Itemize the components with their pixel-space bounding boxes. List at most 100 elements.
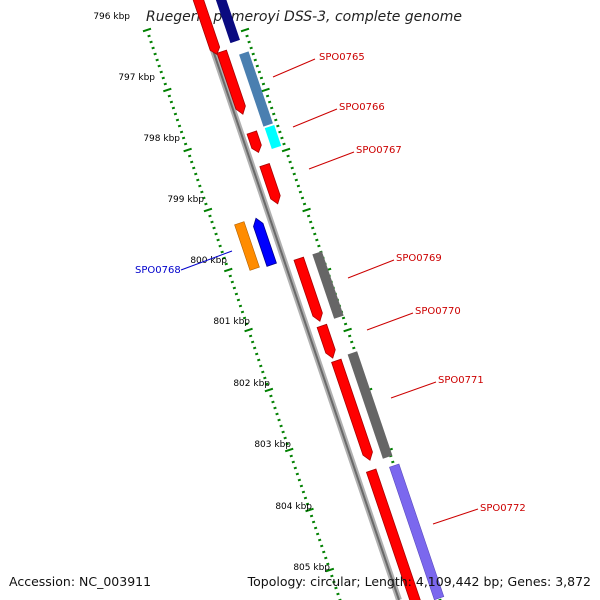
leader-spo0769 xyxy=(347,259,395,279)
ruler-minor-tick xyxy=(293,466,298,470)
cds-spo0766[interactable] xyxy=(246,130,263,154)
ruler-minor-tick xyxy=(245,34,249,38)
ruler-minor-tick xyxy=(242,316,247,320)
ruler-minor-tick xyxy=(261,82,266,86)
ruler-minor-tick xyxy=(263,376,267,380)
ruler-minor-tick xyxy=(324,556,328,560)
ruler-minor-tick xyxy=(391,460,395,464)
feature-orange-spo0768[interactable] xyxy=(234,221,260,271)
gene-label-spo0768[interactable]: SPO0768 xyxy=(135,265,181,276)
ruler-minor-tick xyxy=(161,76,165,80)
ruler-minor-tick xyxy=(269,394,273,398)
leader-spo0765 xyxy=(272,58,316,78)
cds-spo0765[interactable] xyxy=(216,49,248,116)
ruler-minor-tick xyxy=(336,592,340,596)
cds-spo0770[interactable] xyxy=(316,323,337,359)
ruler-minor-tick xyxy=(183,142,188,146)
ruler-minor-tick xyxy=(330,574,334,578)
ruler-minor-tick xyxy=(315,532,320,536)
ruler-minor-tick xyxy=(305,502,310,506)
ruler-major-tick xyxy=(183,147,192,153)
ruler-minor-tick xyxy=(271,400,275,404)
gene-leader-lines xyxy=(180,58,479,525)
ruler-minor-tick xyxy=(159,70,163,74)
ruler-minor-tick xyxy=(326,562,330,566)
cds-spo0768[interactable] xyxy=(251,217,277,267)
ruler-minor-tick xyxy=(291,460,295,464)
ruler-major-tick xyxy=(244,327,253,333)
feature-gray-spo0769[interactable] xyxy=(312,251,344,319)
ruler-minor-tick xyxy=(313,526,318,530)
cds-forward-top[interactable] xyxy=(188,0,222,56)
ruler-minor-tick xyxy=(224,262,228,266)
ruler-minor-tick xyxy=(352,346,356,350)
leader-spo0767 xyxy=(308,151,355,170)
leader-spo0766 xyxy=(292,108,338,128)
ruler-minor-tick xyxy=(175,118,180,122)
feature-navy-top[interactable] xyxy=(214,0,240,44)
ruler-minor-tick xyxy=(294,178,299,182)
ruler-minor-tick xyxy=(265,382,269,386)
ruler-minor-tick xyxy=(157,64,161,68)
cds-spo0769[interactable] xyxy=(293,256,325,323)
ruler-minor-tick xyxy=(298,190,303,194)
ruler-minor-tick xyxy=(302,202,307,206)
ruler-minor-tick xyxy=(283,436,287,440)
gene-label-spo0769[interactable]: SPO0769 xyxy=(396,253,442,264)
ruler-minor-tick xyxy=(200,190,204,194)
ruler-minor-tick xyxy=(151,46,155,50)
ruler-minor-tick xyxy=(343,322,348,326)
feature-lavender-spo0772[interactable] xyxy=(389,463,445,600)
ruler-major-tick xyxy=(142,27,152,33)
ruler-minor-tick xyxy=(259,76,264,80)
gene-label-spo0767[interactable]: SPO0767 xyxy=(356,145,402,156)
feature-steelblue-spo0765[interactable] xyxy=(239,51,273,127)
ruler-labels: 796 kbp 797 kbp 798 kbp 799 kbp 800 kbp … xyxy=(93,12,330,573)
cds-spo0767[interactable] xyxy=(259,162,283,205)
gene-label-spo0765[interactable]: SPO0765 xyxy=(319,52,365,63)
ruler-minor-tick xyxy=(247,40,251,44)
gene-label-spo0766[interactable]: SPO0766 xyxy=(339,102,385,113)
ruler-minor-tick xyxy=(311,520,316,524)
ruler-minor-tick xyxy=(332,580,336,584)
gene-label-spo0770[interactable]: SPO0770 xyxy=(415,306,461,317)
accession-text: Accession: NC_003911 xyxy=(9,574,152,589)
ruler-minor-tick xyxy=(303,496,308,500)
ruler-minor-tick xyxy=(252,346,257,350)
ruler-minor-tick xyxy=(240,310,245,314)
ruler-minor-tick xyxy=(277,418,281,422)
ruler-minor-tick xyxy=(147,34,151,38)
ruler-minor-tick xyxy=(350,340,354,344)
ruler-minor-tick xyxy=(255,64,260,68)
ruler-label: 798 kbp xyxy=(143,134,180,144)
ruler-minor-tick xyxy=(192,166,196,170)
leader-spo0772 xyxy=(432,508,479,525)
ruler-dotted-track-left xyxy=(142,27,342,600)
gene-label-spo0771[interactable]: SPO0771 xyxy=(438,375,484,386)
ruler-label: 801 kbp xyxy=(213,317,250,327)
cds-spo0771[interactable] xyxy=(331,358,375,462)
ruler-minor-tick xyxy=(173,112,178,116)
gene-label-spo0772[interactable]: SPO0772 xyxy=(480,503,526,514)
ruler-major-tick xyxy=(281,147,291,153)
feature-cyan-spo0766[interactable] xyxy=(264,124,282,150)
gene-labels: SPO0765 SPO0766 SPO0767 SPO0768 SPO0769 … xyxy=(135,52,526,514)
ruler-minor-tick xyxy=(282,142,286,146)
ruler-label: 800 kbp xyxy=(190,256,227,266)
ruler-minor-tick xyxy=(275,412,279,416)
ruler-minor-tick xyxy=(210,220,214,224)
ruler-minor-tick xyxy=(309,514,314,518)
feature-gray-spo0771[interactable] xyxy=(347,351,393,459)
ruler-minor-tick xyxy=(220,250,224,254)
ruler-minor-tick xyxy=(317,244,321,248)
ruler-minor-tick xyxy=(248,334,253,338)
ruler-minor-tick xyxy=(281,430,285,434)
ruler-major-tick xyxy=(240,27,250,33)
ruler-minor-tick xyxy=(315,238,319,242)
ruler-minor-tick xyxy=(308,220,313,224)
ruler-minor-tick xyxy=(167,94,172,98)
ruler-minor-tick xyxy=(288,160,292,164)
ruler-major-tick xyxy=(305,507,314,513)
cds-spo0772[interactable] xyxy=(365,468,422,600)
